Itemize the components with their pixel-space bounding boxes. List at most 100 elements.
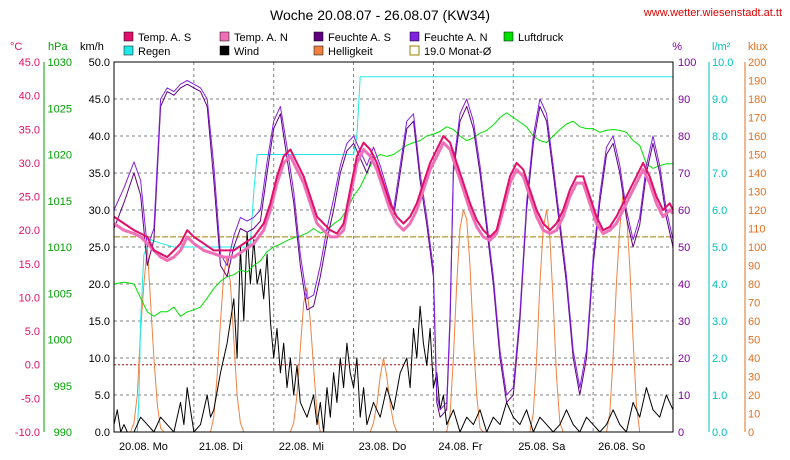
tick-label-wind: 5.0 (95, 390, 110, 402)
tick-label-temp: 15.0 (19, 259, 40, 271)
legend-item: Temp. A. S (123, 31, 191, 44)
tick-label-light: 10 (748, 409, 760, 421)
tick-label-rain: 1.0 (712, 390, 727, 402)
legend-swatch (409, 31, 420, 42)
tick-label-light: 170 (748, 113, 766, 125)
tick-label-temp: 25.0 (19, 192, 40, 204)
tick-label-light: 80 (748, 279, 760, 291)
tick-label-pressure: 1020 (48, 150, 72, 162)
axis-unit-wind: km/h (80, 41, 104, 53)
legend-item: Temp. A. N (219, 31, 288, 44)
legend-label: Feuchte A. S (328, 32, 391, 44)
tick-label-humidity: 80 (678, 131, 690, 143)
tick-label-rain: 3.0 (712, 316, 727, 328)
tick-label-humidity: 60 (678, 205, 690, 217)
legend-swatch (409, 45, 420, 56)
tick-label-rain: 6.0 (712, 205, 727, 217)
x-tick-label: 24.08. Fr (438, 441, 482, 453)
x-tick-label: 21.08. Di (199, 441, 243, 453)
tick-label-light: 100 (748, 242, 766, 254)
tick-label-pressure: 990 (54, 427, 72, 439)
tick-label-temp: 0.0 (25, 360, 40, 372)
legend-item: Feuchte A. S (313, 31, 391, 44)
legend-swatch (219, 31, 230, 42)
tick-label-temp: 20.0 (19, 225, 40, 237)
y-axes: 45.0 40.0 35.0 30.0 25.0 20.0 15.0 10.0 5.0 0.0 -5… (15, 57, 766, 439)
tick-label-wind: 45.0 (89, 94, 110, 106)
tick-label-pressure: 1000 (48, 335, 72, 347)
tick-label-rain: 5.0 (712, 242, 727, 254)
series-helligkeit (114, 191, 673, 433)
tick-label-temp: -5.0 (21, 393, 40, 405)
series-feuchte-a-s (113, 83, 674, 418)
axis-unit-humidity: % (672, 41, 682, 53)
tick-label-humidity: 0 (678, 427, 684, 439)
tick-label-light: 180 (748, 94, 766, 106)
tick-label-light: 30 (748, 372, 760, 384)
tick-label-light: 200 (748, 57, 766, 69)
axis-unit-temp: °C (10, 41, 22, 53)
tick-label-temp: 10.0 (19, 292, 40, 304)
legend-item: 19.0 Monat-Ø (409, 45, 492, 58)
legend-label: Feuchte A. N (424, 32, 488, 44)
tick-label-rain: 7.0 (712, 168, 727, 180)
tick-label-humidity: 100 (678, 57, 696, 69)
legend-label: Temp. A. S (138, 32, 191, 44)
series-wind (113, 231, 674, 433)
series-layer (113, 76, 675, 433)
x-tick-label: 23.08. Do (359, 441, 407, 453)
legend-swatch (313, 31, 324, 42)
tick-label-wind: 30.0 (89, 205, 110, 217)
legend-swatch (123, 45, 134, 56)
tick-label-pressure: 1030 (48, 57, 72, 69)
legend-item: Regen (123, 45, 170, 58)
tick-label-humidity: 10 (678, 390, 690, 402)
tick-label-humidity: 50 (678, 242, 690, 254)
tick-label-pressure: 1010 (48, 242, 72, 254)
x-tick-label: 22.08. Mi (279, 441, 324, 453)
tick-label-humidity: 20 (678, 353, 690, 365)
source-url: www.wetter.wiesenstadt.at.tt (643, 7, 782, 19)
tick-label-wind: 25.0 (89, 242, 110, 254)
series-temp-a-s (113, 135, 674, 259)
tick-label-light: 120 (748, 205, 766, 217)
series-feuchte-a-n (113, 80, 674, 411)
tick-label-light: 60 (748, 316, 760, 328)
tick-label-wind: 50.0 (89, 57, 110, 69)
tick-label-temp: 45.0 (19, 57, 40, 69)
tick-label-temp: -10.0 (15, 427, 40, 439)
tick-label-rain: 4.0 (712, 279, 727, 291)
tick-label-light: 50 (748, 335, 760, 347)
tick-label-humidity: 70 (678, 168, 690, 180)
tick-label-rain: 9.0 (712, 94, 727, 106)
tick-label-temp: 30.0 (19, 158, 40, 170)
tick-label-wind: 15.0 (89, 316, 110, 328)
tick-label-rain: 8.0 (712, 131, 727, 143)
tick-label-pressure: 995 (54, 381, 72, 393)
chart-legend: Temp. A. S Temp. A. N Feuchte A. S Feuchte … (123, 31, 564, 58)
legend-item: Feuchte A. N (409, 31, 488, 44)
tick-label-wind: 20.0 (89, 279, 110, 291)
axis-unit-light: klux (748, 41, 768, 53)
tick-label-light: 150 (748, 150, 766, 162)
x-tick-label: 26.08. So (598, 441, 645, 453)
series-temp-a-n (113, 141, 675, 262)
chart-title: Woche 20.08.07 - 26.08.07 (KW34) (270, 7, 490, 23)
tick-label-wind: 10.0 (89, 353, 110, 365)
legend-label: Wind (234, 46, 259, 58)
tick-label-humidity: 30 (678, 316, 690, 328)
tick-label-light: 130 (748, 187, 766, 199)
tick-label-rain: 2.0 (712, 353, 727, 365)
tick-label-pressure: 1005 (48, 288, 72, 300)
axis-unit-labels: °C hPa km/h% l/m² klux (10, 41, 768, 53)
tick-label-wind: 0.0 (95, 427, 110, 439)
legend-item: Wind (219, 45, 259, 58)
plot-frame (113, 61, 674, 433)
tick-label-humidity: 90 (678, 94, 690, 106)
tick-label-light: 0 (748, 427, 754, 439)
tick-label-light: 90 (748, 261, 760, 273)
tick-label-pressure: 1025 (48, 103, 72, 115)
tick-label-wind: 40.0 (89, 131, 110, 143)
tick-label-temp: 40.0 (19, 91, 40, 103)
